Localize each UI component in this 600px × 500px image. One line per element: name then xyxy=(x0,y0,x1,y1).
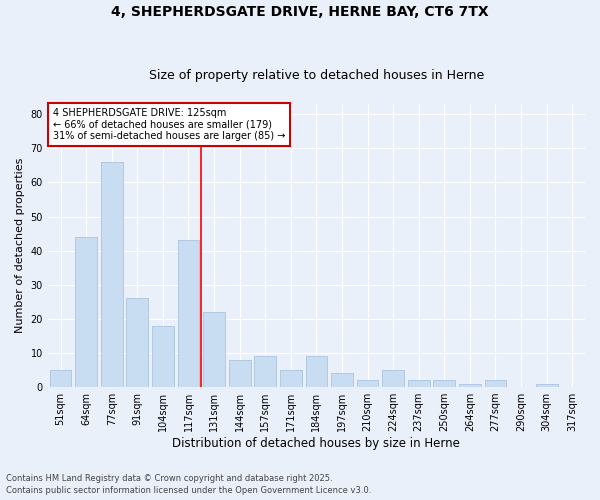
Bar xyxy=(280,370,302,387)
Y-axis label: Number of detached properties: Number of detached properties xyxy=(15,158,25,333)
Bar xyxy=(382,370,404,387)
Text: 4 SHEPHERDSGATE DRIVE: 125sqm
← 66% of detached houses are smaller (179)
31% of : 4 SHEPHERDSGATE DRIVE: 125sqm ← 66% of d… xyxy=(53,108,286,142)
Bar xyxy=(254,356,276,387)
Bar xyxy=(50,370,71,387)
Bar xyxy=(536,384,557,387)
Bar xyxy=(152,326,174,387)
Bar xyxy=(75,237,97,387)
Bar xyxy=(203,312,225,387)
Bar xyxy=(433,380,455,387)
Bar xyxy=(485,380,506,387)
Bar xyxy=(178,240,199,387)
Bar xyxy=(459,384,481,387)
Bar xyxy=(229,360,251,387)
Bar xyxy=(127,298,148,387)
Bar xyxy=(408,380,430,387)
X-axis label: Distribution of detached houses by size in Herne: Distribution of detached houses by size … xyxy=(172,437,460,450)
Text: Contains HM Land Registry data © Crown copyright and database right 2025.
Contai: Contains HM Land Registry data © Crown c… xyxy=(6,474,371,495)
Bar xyxy=(305,356,327,387)
Bar xyxy=(356,380,379,387)
Text: 4, SHEPHERDSGATE DRIVE, HERNE BAY, CT6 7TX: 4, SHEPHERDSGATE DRIVE, HERNE BAY, CT6 7… xyxy=(111,5,489,19)
Title: Size of property relative to detached houses in Herne: Size of property relative to detached ho… xyxy=(149,69,484,82)
Bar xyxy=(101,162,122,387)
Bar xyxy=(331,374,353,387)
